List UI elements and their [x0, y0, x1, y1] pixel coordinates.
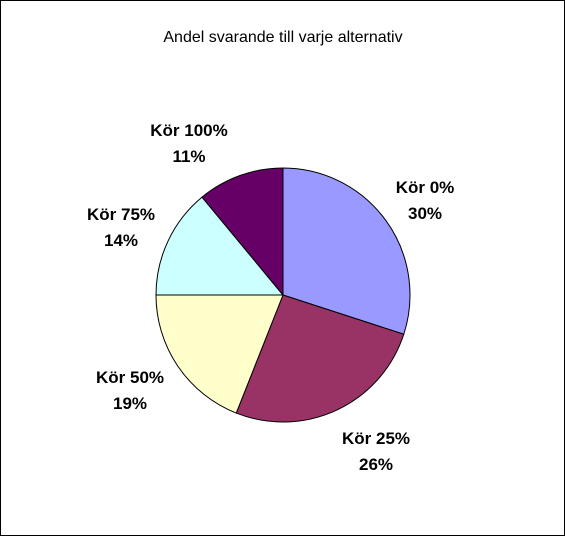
- slice-label-category-4: Kör 75%: [87, 205, 155, 224]
- pie-slice-3: [155, 294, 284, 414]
- pie-labels: Kör 0% 30% Kör 25% 26% Kör 50% 19% Kör 75% 14% K…: [87, 121, 454, 474]
- pie-slice-1: [282, 167, 411, 335]
- slice-label-value-4: 14%: [104, 231, 138, 250]
- pie-slice-5: [201, 167, 284, 297]
- pie-slice-4: [155, 196, 285, 296]
- slice-label-value-1: 30%: [408, 204, 442, 223]
- slice-label-value-3: 19%: [113, 394, 147, 413]
- chart-title: Andel svarande till varje alternativ: [163, 29, 402, 46]
- slice-label-value-2: 26%: [359, 455, 393, 474]
- pie-slice-2: [235, 294, 405, 423]
- slice-label-category-2: Kör 25%: [342, 429, 410, 448]
- slice-label-category-1: Kör 0%: [396, 178, 455, 197]
- pie-slices: [155, 167, 411, 423]
- slice-label-category-3: Kör 50%: [96, 368, 164, 387]
- slice-label-value-5: 11%: [172, 147, 205, 166]
- slice-label-category-5: Kör 100%: [150, 121, 227, 140]
